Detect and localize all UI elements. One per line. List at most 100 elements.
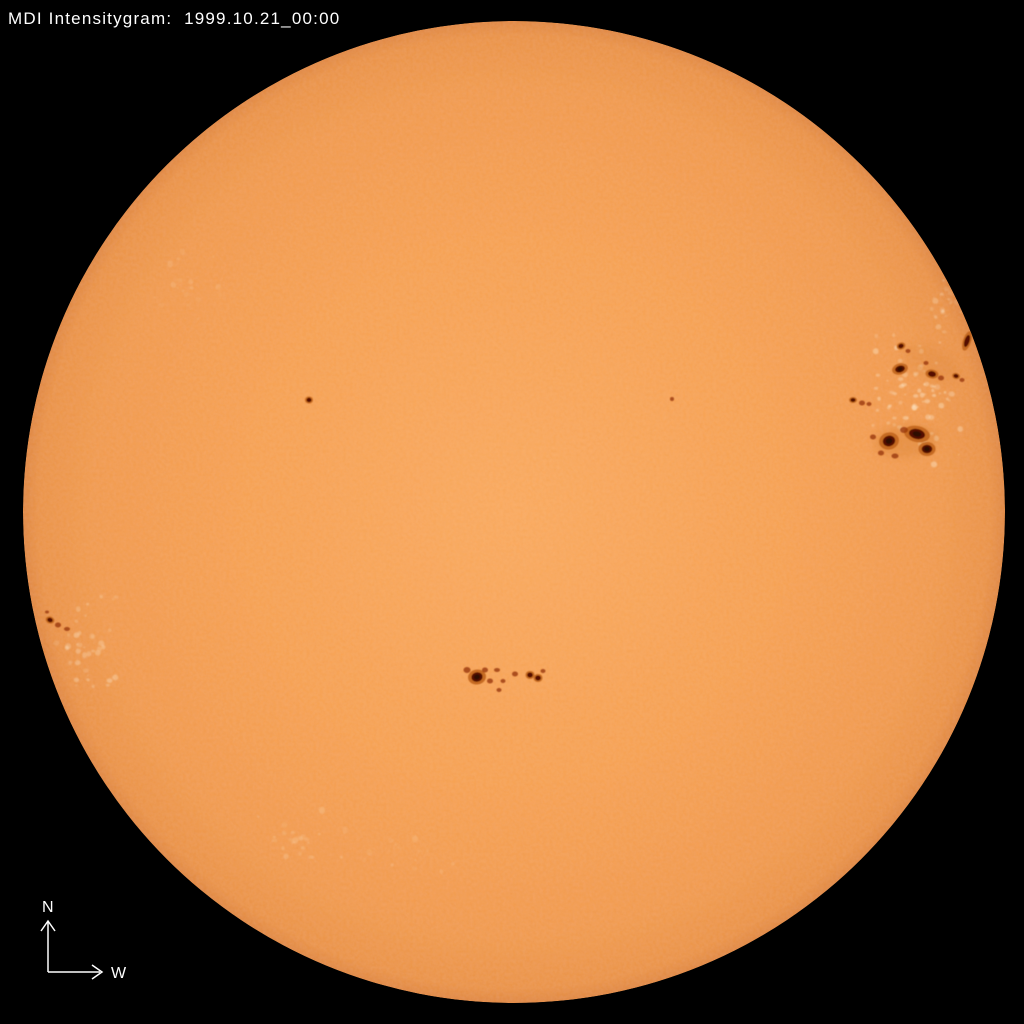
faculae-patch	[944, 315, 948, 318]
faculae-patch	[930, 461, 938, 468]
faculae-patch	[170, 281, 177, 288]
faculae-patch	[272, 835, 276, 839]
faculae-patch	[924, 399, 931, 404]
faculae-patch	[362, 858, 366, 862]
compass-west-label: W	[111, 965, 127, 982]
faculae-patch	[298, 851, 302, 856]
faculae-patch	[212, 255, 215, 258]
faculae-patch	[892, 416, 897, 420]
faculae-patch	[942, 279, 945, 282]
faculae-patch	[176, 257, 181, 261]
faculae-patch	[107, 628, 112, 632]
faculae-patch	[53, 640, 60, 646]
faculae-patch	[912, 404, 916, 408]
faculae-patch	[189, 286, 194, 290]
faculae-patch	[83, 646, 86, 649]
faculae-patch	[940, 309, 945, 315]
faculae-patch	[186, 303, 191, 307]
faculae-patch	[923, 382, 930, 387]
faculae-patch	[913, 394, 919, 398]
faculae-patch	[181, 289, 185, 293]
faculae-patch	[396, 846, 401, 849]
faculae-patch	[388, 838, 394, 843]
faculae-patch	[153, 296, 156, 299]
faculae-patch	[105, 683, 110, 687]
faculae-patch	[75, 648, 81, 654]
sunspot-pore	[870, 434, 876, 440]
faculae-patch	[288, 838, 293, 842]
sunspot-layer	[45, 331, 972, 692]
sunspot-pore	[512, 671, 518, 677]
sunspot-umbra	[47, 617, 53, 623]
faculae-patch	[414, 858, 417, 862]
faculae-patch	[390, 863, 394, 867]
faculae-patch	[948, 290, 953, 296]
faculae-patch	[959, 311, 962, 314]
faculae-patch	[282, 831, 287, 836]
faculae-patch	[76, 642, 83, 648]
faculae-patch	[112, 674, 119, 681]
faculae-patch	[947, 298, 951, 301]
faculae-patch	[68, 660, 73, 665]
orientation-compass	[40, 919, 104, 980]
sunspot-umbra	[306, 397, 312, 403]
faculae-patch	[339, 855, 343, 859]
faculae-patch	[86, 651, 92, 657]
active-region-wash	[902, 344, 958, 382]
faculae-patch	[73, 632, 80, 638]
sunspot-pore	[923, 361, 929, 365]
faculae-patch	[938, 402, 945, 409]
faculae-patch	[366, 849, 373, 856]
faculae-patch	[73, 677, 80, 683]
faculae-patch	[303, 837, 310, 841]
faculae-patch	[308, 855, 315, 859]
faculae-patch	[86, 602, 90, 606]
sunspot-umbra-core	[897, 367, 903, 371]
faculae-patch	[875, 373, 881, 377]
sunspot-pore	[55, 622, 61, 628]
faculae-patch	[176, 286, 179, 289]
faculae-patch	[872, 348, 879, 355]
faculae-patch	[300, 846, 306, 850]
faculae-patch	[271, 838, 278, 843]
faculae-patch	[886, 421, 891, 425]
faculae-patch	[874, 386, 879, 390]
faculae-patch	[923, 383, 926, 386]
faculae-patch	[898, 384, 905, 389]
sunspot-pore	[64, 627, 70, 631]
faculae-patch	[65, 643, 72, 650]
faculae-patch	[342, 826, 349, 834]
faculae-patch	[948, 391, 955, 397]
faculae-patch	[167, 260, 173, 268]
sunspot-pore	[878, 450, 884, 456]
faculae-patch	[89, 633, 95, 640]
compass-north-arrowhead-icon	[40, 919, 56, 932]
sunspot-pore	[670, 397, 674, 401]
faculae-patch	[196, 318, 199, 320]
faculae-patch	[932, 394, 937, 397]
sunspot-pore	[463, 667, 471, 673]
faculae-patch	[412, 835, 418, 843]
faculae-patch	[957, 426, 963, 432]
faculae-patch	[67, 633, 70, 637]
faculae-patch	[931, 388, 935, 393]
faculae-patch	[938, 341, 941, 344]
faculae-patch	[317, 833, 321, 835]
faculae-patch	[91, 649, 96, 653]
faculae-patch	[106, 678, 113, 683]
faculae-patch	[932, 298, 939, 304]
sunspot-pore	[900, 427, 908, 433]
faculae-patch	[91, 684, 95, 688]
faculae-patch	[939, 292, 944, 296]
faculae-patch	[257, 815, 260, 818]
sunspot-umbra	[963, 335, 971, 347]
faculae-patch	[875, 408, 880, 412]
faculae-patch	[290, 831, 295, 834]
faculae-patch	[947, 399, 951, 402]
faculae-patch	[898, 400, 903, 405]
faculae-patch	[283, 853, 289, 860]
sunspot-pore	[938, 375, 944, 381]
faculae-patch	[877, 396, 881, 401]
faculae-patch	[886, 405, 891, 410]
